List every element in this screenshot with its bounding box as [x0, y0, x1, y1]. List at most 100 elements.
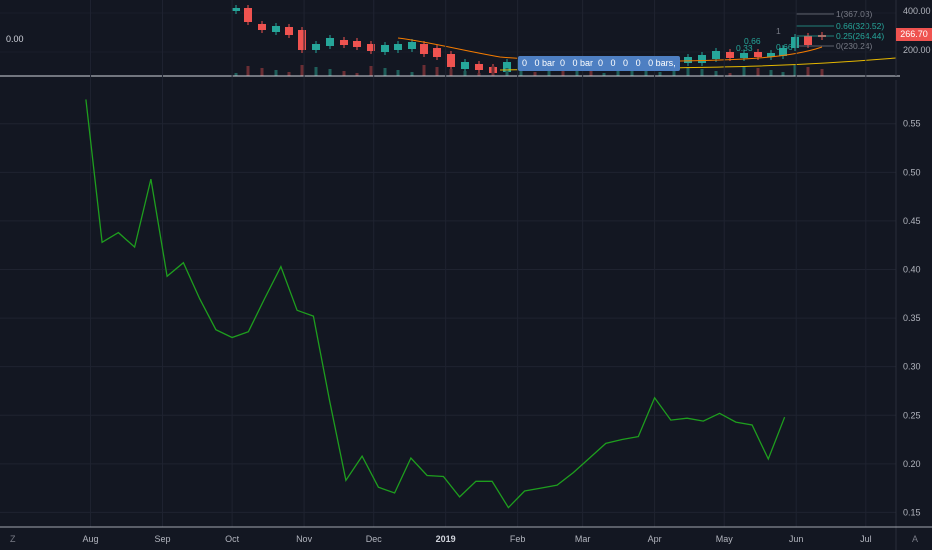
volume-bar — [355, 73, 359, 76]
y-tick-label: 0.25 — [903, 410, 921, 420]
fib-extra-label: 0.66 — [776, 42, 793, 52]
chart-grid — [0, 0, 896, 527]
volume-bar — [602, 73, 606, 76]
volume-bar — [342, 71, 346, 76]
volume-bar — [234, 73, 238, 76]
candle-body — [381, 45, 389, 52]
candle-body — [312, 44, 320, 50]
x-tick-label: Aug — [83, 534, 99, 544]
y-tick-label: 0.20 — [903, 459, 921, 469]
x-tick-label: Mar — [575, 534, 591, 544]
volume-bar — [410, 72, 414, 76]
candle-body — [367, 44, 375, 51]
candle-body — [272, 26, 280, 32]
candle-body — [461, 62, 469, 69]
candle-body — [726, 52, 734, 58]
price-label-400: 400.00 — [903, 6, 931, 16]
x-tick-label: May — [716, 534, 734, 544]
volume-bar — [383, 68, 387, 76]
x-tick-label: Jun — [789, 534, 804, 544]
candle-body — [353, 41, 361, 47]
y-tick-label: 0.50 — [903, 167, 921, 177]
volume-bar — [644, 70, 648, 76]
candle-body — [420, 44, 428, 54]
zoom-toggle-button[interactable]: Z — [10, 534, 16, 544]
volume-bar — [246, 66, 250, 76]
candle-body — [340, 40, 348, 45]
auto-scale-button[interactable]: A — [912, 534, 919, 544]
price-label-200: 200.00 — [903, 45, 931, 55]
candle-body — [804, 36, 812, 45]
x-axis[interactable]: Aug Sep Oct Nov Dec 2019 Feb Mar Apr May Jun Jul — [0, 526, 932, 544]
volume-bar — [260, 68, 264, 76]
volume-bar — [477, 73, 481, 76]
volume-bar — [728, 73, 732, 76]
volume-bar — [287, 72, 291, 76]
volume-bar — [519, 70, 523, 76]
candle-body — [433, 48, 441, 57]
volume-bar — [630, 68, 634, 76]
volume-bar — [820, 69, 824, 76]
x-tick-label: Jul — [860, 534, 872, 544]
volume-bar — [561, 67, 565, 76]
y-tick-label: 0.45 — [903, 216, 921, 226]
volume-bar — [396, 70, 400, 76]
volume-bar — [300, 65, 304, 76]
x-tick-label: Oct — [225, 534, 240, 544]
candle-body — [791, 37, 799, 48]
volume-bar — [714, 71, 718, 76]
fib-level-label: 0(230.24) — [836, 41, 873, 51]
candle-body — [244, 8, 252, 22]
volume-bar — [491, 66, 495, 76]
y-tick-label: 0.35 — [903, 313, 921, 323]
candle-body — [503, 62, 511, 72]
volume-bar — [575, 69, 579, 76]
volume-bar — [314, 67, 318, 76]
fib-level-label: 0.25(264.44) — [836, 31, 884, 41]
candle-body — [326, 38, 334, 46]
y-tick-label: 0.30 — [903, 362, 921, 372]
candle-body — [232, 8, 240, 11]
volume-bar — [463, 71, 467, 76]
left-scale-value: 0.00 — [6, 34, 24, 44]
volume-bar — [616, 66, 620, 76]
candle-body — [394, 44, 402, 50]
volume-bar — [756, 68, 760, 76]
fib-extra-label: 1 — [776, 26, 781, 36]
series-line — [85, 99, 786, 509]
candle-body — [779, 48, 787, 56]
volume-bar — [806, 67, 810, 76]
volume-bar — [274, 70, 278, 76]
x-tick-label: Dec — [366, 534, 383, 544]
volume-bar — [658, 72, 662, 76]
x-tick-label: Nov — [296, 534, 313, 544]
fib-extra-label: 0.33 — [736, 43, 753, 53]
volume-bar — [505, 68, 509, 76]
y-axis[interactable]: 0.15 0.20 0.25 0.30 0.35 0.40 0.45 0.50 0.55 — [895, 80, 921, 550]
x-tick-label: Sep — [154, 534, 170, 544]
candle-body — [698, 55, 706, 63]
candle-body — [408, 42, 416, 49]
last-price-badge: 266.70 — [896, 28, 932, 41]
volume-bar — [422, 65, 426, 76]
candle-body — [712, 51, 720, 59]
volume-bar — [742, 66, 746, 76]
candle-body — [258, 24, 266, 30]
x-tick-label: Feb — [510, 534, 526, 544]
fibonacci-retracement[interactable]: 1(367.03) 0.66(320.52)0.25(264.44)0(230.2… — [736, 9, 884, 53]
volume-bar — [328, 69, 332, 76]
candle-body — [447, 54, 455, 67]
candle-body — [285, 27, 293, 35]
fib-extra-label: 0.66 — [744, 36, 761, 46]
candlesticks — [232, 5, 826, 76]
price-pane[interactable]: 1(367.03) 0.66(320.52)0.25(264.44)0(230.2… — [0, 0, 931, 77]
candle-body — [298, 30, 306, 50]
candle-body — [754, 52, 762, 57]
volume-bar — [449, 69, 453, 76]
x-tick-label: 2019 — [436, 534, 456, 544]
x-tick-label: Apr — [648, 534, 662, 544]
y-tick-label: 0.55 — [903, 119, 921, 129]
y-tick-label: 0.15 — [903, 507, 921, 517]
